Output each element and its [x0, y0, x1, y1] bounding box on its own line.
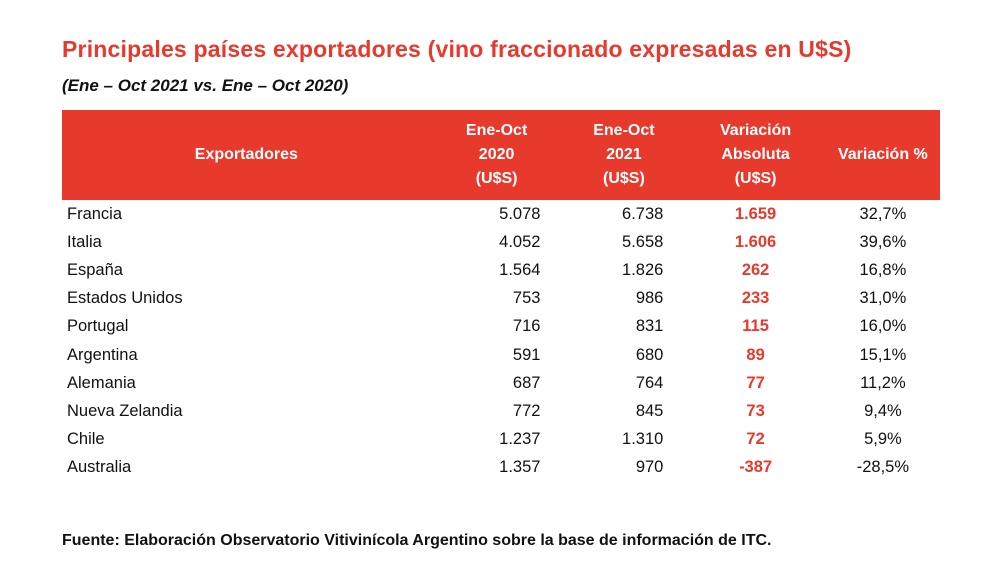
table-row: Portugal 716 831 115 16,0% [62, 313, 940, 341]
cell-variacion-pct: 16,8% [859, 260, 907, 279]
cell-variacion-absoluta: 72 [746, 430, 765, 449]
cell-ene-oct-2020: 753 [512, 289, 541, 308]
cell-ene-oct-2020: 1.237 [499, 430, 541, 449]
cell-variacion-absoluta: -387 [739, 458, 773, 477]
cell-variacion-pct: 39,6% [859, 232, 907, 251]
column-header-variacion-absoluta: Variación Absoluta (U$S) [720, 122, 792, 187]
cell-variacion-absoluta: 262 [741, 260, 770, 279]
column-header-exportadores: Exportadores [194, 146, 298, 163]
cell-ene-oct-2020: 687 [512, 373, 541, 392]
cell-variacion-absoluta: 77 [746, 373, 765, 392]
table-row: Chile 1.237 1.310 72 5,9% [62, 426, 940, 454]
cell-exportador: Argentina [67, 345, 138, 364]
cell-ene-oct-2021: 680 [635, 345, 664, 364]
cell-exportador: Portugal [67, 317, 129, 336]
cell-variacion-pct: 32,7% [859, 204, 907, 223]
page-subtitle: (Ene – Oct 2021 vs. Ene – Oct 2020) [62, 76, 349, 95]
column-header-variacion-pct: Variación % [837, 146, 928, 163]
cell-variacion-pct: -28,5% [856, 458, 910, 477]
cell-exportador: España [67, 260, 123, 279]
table-row: Francia 5.078 6.738 1.659 32,7% [62, 200, 940, 228]
cell-variacion-pct: 9,4% [864, 401, 902, 420]
cell-variacion-absoluta: 89 [746, 345, 765, 364]
table-row: Argentina 591 680 89 15,1% [62, 341, 940, 369]
table-row: Italia 4.052 5.658 1.606 39,6% [62, 228, 940, 256]
table-row: Nueva Zelandia 772 845 73 9,4% [62, 397, 940, 425]
table-row: España 1.564 1.826 262 16,8% [62, 256, 940, 284]
cell-ene-oct-2021: 1.826 [622, 260, 664, 279]
cell-ene-oct-2020: 4.052 [499, 232, 541, 251]
cell-ene-oct-2020: 772 [512, 401, 541, 420]
page-title: Principales países exportadores (vino fr… [62, 36, 852, 62]
cell-variacion-absoluta: 73 [746, 401, 765, 420]
cell-exportador: Francia [67, 204, 123, 223]
cell-variacion-pct: 31,0% [859, 289, 907, 308]
cell-exportador: Italia [67, 232, 102, 251]
column-header-ene-oct-2020: Ene-Oct 2020 (U$S) [465, 122, 528, 187]
cell-ene-oct-2021: 764 [635, 373, 664, 392]
table-row: Alemania 687 764 77 11,2% [62, 369, 940, 397]
cell-variacion-pct: 15,1% [859, 345, 907, 364]
cell-ene-oct-2020: 1.564 [499, 260, 541, 279]
cell-variacion-absoluta: 115 [742, 317, 769, 336]
cell-ene-oct-2020: 716 [512, 317, 541, 336]
cell-ene-oct-2020: 5.078 [499, 204, 541, 223]
cell-variacion-absoluta: 1.606 [734, 232, 777, 251]
table-row: Estados Unidos 753 986 233 31,0% [62, 285, 940, 313]
source-note: Fuente: Elaboración Observatorio Vitivin… [62, 532, 772, 549]
table-body: Francia 5.078 6.738 1.659 32,7% Italia 4… [62, 200, 940, 482]
exporters-table: Exportadores Ene-Oct 2020 (U$S) Ene-Oct … [62, 110, 940, 482]
cell-exportador: Australia [67, 458, 132, 477]
cell-variacion-pct: 16,0% [859, 317, 907, 336]
cell-ene-oct-2020: 591 [512, 345, 541, 364]
cell-ene-oct-2020: 1.357 [499, 458, 541, 477]
table-header-row: Exportadores Ene-Oct 2020 (U$S) Ene-Oct … [62, 110, 940, 200]
cell-variacion-absoluta: 233 [741, 289, 770, 308]
cell-variacion-pct: 11,2% [860, 373, 906, 392]
cell-exportador: Chile [67, 430, 105, 449]
cell-ene-oct-2021: 5.658 [622, 232, 664, 251]
cell-exportador: Nueva Zelandia [67, 401, 183, 420]
cell-ene-oct-2021: 970 [635, 458, 664, 477]
cell-exportador: Alemania [67, 373, 136, 392]
cell-variacion-absoluta: 1.659 [734, 204, 777, 223]
cell-ene-oct-2021: 986 [635, 289, 664, 308]
cell-ene-oct-2021: 1.310 [622, 430, 664, 449]
cell-ene-oct-2021: 831 [635, 317, 664, 336]
cell-exportador: Estados Unidos [67, 289, 183, 308]
cell-ene-oct-2021: 6.738 [622, 204, 664, 223]
column-header-ene-oct-2021: Ene-Oct 2021 (U$S) [593, 122, 655, 187]
cell-variacion-pct: 5,9% [864, 430, 902, 449]
cell-ene-oct-2021: 845 [635, 401, 664, 420]
table-row: Australia 1.357 970 -387 -28,5% [62, 454, 940, 482]
